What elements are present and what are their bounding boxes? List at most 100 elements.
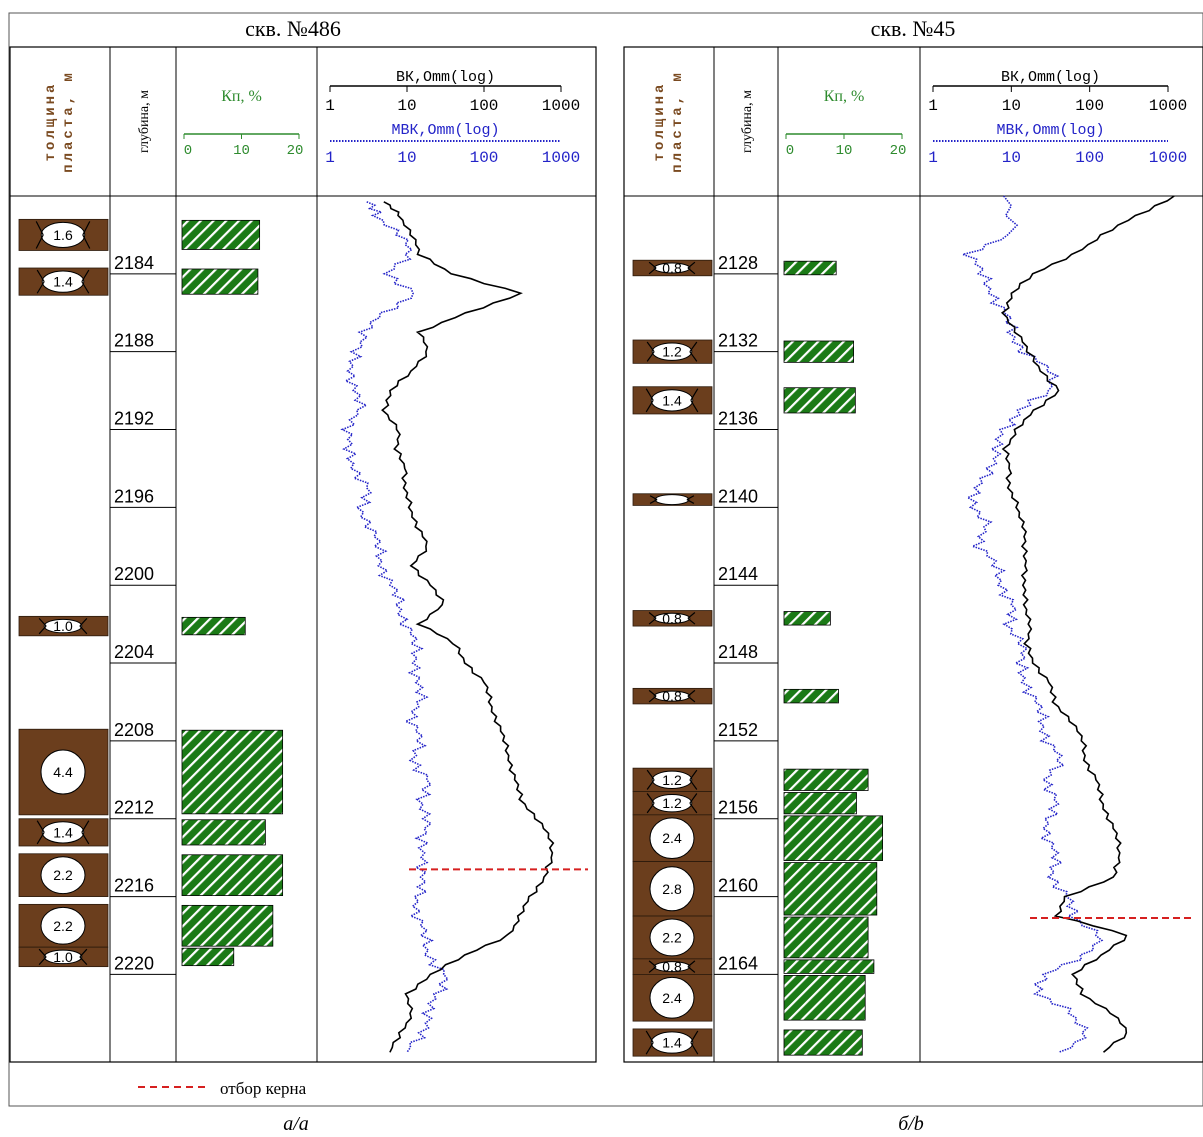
bed-bracket — [690, 1042, 699, 1055]
vk-tick-label: 10 — [1002, 97, 1021, 115]
bed-thickness-label: 2.4 — [662, 990, 682, 1006]
vk-curve — [1000, 195, 1175, 1053]
bed-bracket — [648, 960, 657, 968]
bed-bracket — [648, 966, 657, 973]
kp-tick-label: 10 — [836, 143, 853, 159]
kp-bar — [181, 854, 284, 896]
vk-tick-label: 1000 — [1149, 97, 1187, 115]
kp-tick-label: 10 — [233, 143, 250, 159]
bed-thickness-label: 0.8 — [662, 260, 682, 276]
kp-bar — [783, 975, 866, 1021]
bed-bracket — [81, 832, 90, 845]
bed-bracket — [38, 956, 47, 966]
bed-thickness-marker — [40, 906, 86, 945]
mvk-curve — [340, 201, 450, 1053]
depth-label: 2128 — [718, 253, 758, 273]
kp-bar — [783, 862, 878, 916]
bed-bracket — [645, 1042, 654, 1055]
outer-frame — [8, 12, 1203, 1107]
bed-thickness-marker — [41, 821, 85, 844]
bed-bracket — [648, 261, 657, 269]
header-mvk: МВК,Omm(log) — [996, 122, 1104, 139]
header-depth: глубина, м — [137, 90, 152, 153]
well-title-45: скв. №45 — [871, 16, 956, 41]
depth-label: 2184 — [114, 253, 154, 273]
depth-label: 2208 — [114, 720, 154, 740]
header-depth: глубина, м — [740, 90, 755, 153]
vk-tick-label: 1000 — [542, 97, 580, 115]
bed-thickness-label: 1.4 — [662, 392, 682, 408]
mvk-tick-label: 10 — [397, 149, 416, 167]
bed-bracket — [81, 281, 90, 294]
bed-bracket — [687, 966, 696, 973]
bed-bracket — [689, 779, 698, 790]
bed-bracket — [687, 267, 696, 275]
kp-tick-label: 0 — [786, 143, 794, 159]
bed-bracket — [36, 820, 45, 833]
kp-tick-label: 20 — [287, 143, 304, 159]
vk-tick-label: 100 — [470, 97, 499, 115]
kp-bar — [181, 729, 284, 815]
mvk-tick-label: 100 — [1075, 149, 1104, 167]
bed-bracket — [687, 261, 696, 269]
mvk-tick-label: 100 — [470, 149, 499, 167]
panel-frame — [9, 46, 597, 1063]
bed-thickness-label: 1.0 — [53, 949, 73, 965]
mvk-tick-label: 1 — [928, 149, 938, 167]
bed-thickness-label: 1.2 — [662, 772, 682, 788]
bed-thickness-label: 0.8 — [662, 959, 682, 975]
bed-thickness-marker — [653, 612, 691, 624]
bed-thickness-marker — [650, 1031, 694, 1054]
caption-a: а/a — [283, 1113, 309, 1135]
kp-bar — [783, 688, 839, 704]
well-panel-45: толщина пласта, м глубина, м Кп, % 0 10 20 ВК,O… — [623, 46, 1203, 1063]
bed-bracket — [645, 400, 654, 413]
bed-thickness-marker — [40, 221, 86, 248]
bed-bracket — [649, 499, 658, 504]
legend-core-label: отбор керна — [220, 1079, 307, 1098]
bed-bracket — [689, 793, 698, 804]
bed-thickness-marker — [651, 342, 693, 361]
header-mvk: МВК,Omm(log) — [391, 122, 499, 139]
depth-label: 2204 — [114, 642, 154, 662]
kp-bar — [181, 904, 274, 947]
bed-bracket — [79, 948, 88, 958]
bed-bracket — [646, 341, 655, 353]
bed-bracket — [79, 956, 88, 966]
kp-bar — [783, 1029, 863, 1056]
bed-bracket — [689, 769, 698, 781]
bed-bracket — [649, 495, 658, 501]
kp-bar — [783, 340, 854, 363]
bed-thickness-marker — [649, 918, 695, 957]
caption-b: б/b — [898, 1113, 924, 1135]
bed-thickness-marker — [653, 690, 691, 702]
bed-thickness-marker — [649, 976, 695, 1019]
kp-bar — [783, 916, 869, 959]
mvk-tick-label: 1000 — [542, 149, 580, 167]
kp-bar — [181, 219, 261, 250]
depth-label: 2156 — [718, 798, 758, 818]
bed-bracket — [38, 948, 47, 958]
well-title-486: скв. №486 — [245, 16, 341, 41]
depth-label: 2216 — [114, 876, 154, 896]
bed-bracket — [689, 802, 698, 814]
bed-bracket — [645, 1030, 654, 1043]
kp-bar — [181, 268, 259, 295]
bed-thickness-marker — [40, 749, 86, 795]
bed-thickness-marker — [649, 817, 695, 860]
panel-frame — [623, 46, 1203, 1063]
bed-thickness-marker — [649, 866, 695, 912]
bed-thickness-marker — [651, 770, 693, 789]
header-thickness: толщина пласта, м — [43, 70, 77, 173]
well-panel-486: толщина пласта, м глубина, м Кп, % 0 10 20 ВК,O… — [9, 46, 597, 1063]
depth-label: 2188 — [114, 331, 154, 351]
bed-bracket — [35, 234, 44, 249]
bed-bracket — [687, 689, 696, 697]
bed-thickness-marker — [651, 793, 693, 813]
bed-bracket — [38, 625, 47, 635]
bed-bracket — [687, 612, 696, 619]
bed-thickness-label: 1.4 — [662, 1035, 682, 1051]
depth-label: 2192 — [114, 409, 154, 429]
bed-thickness-label: 2.2 — [53, 918, 73, 934]
